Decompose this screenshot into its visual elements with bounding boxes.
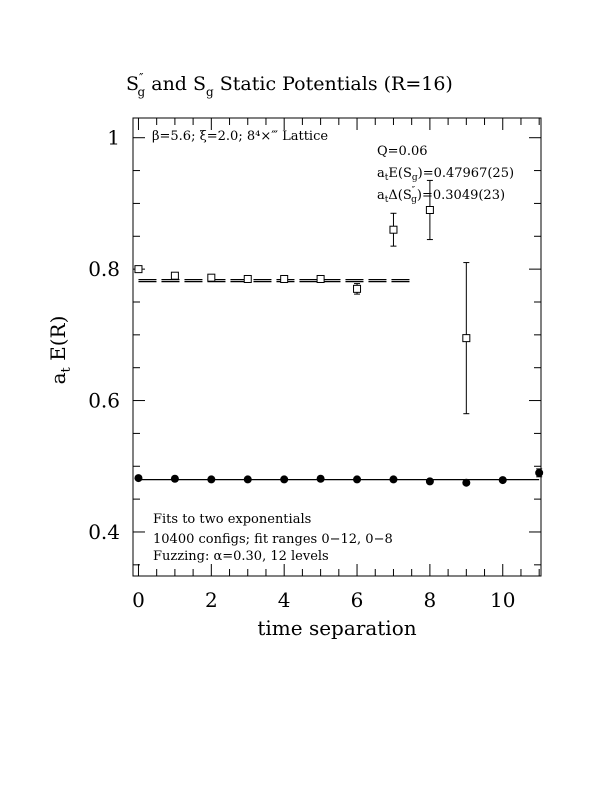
plot-frame bbox=[132, 117, 542, 577]
tick-labels: 0 2 4 6 8 10 0.4 0.6 0.8 1 bbox=[88, 126, 515, 612]
data-point-square bbox=[353, 284, 362, 293]
info-d-t: t bbox=[385, 195, 389, 205]
fit-lines bbox=[138, 279, 540, 481]
title-s2-sub: g bbox=[206, 85, 214, 99]
title-s-sup: ″ bbox=[139, 71, 144, 85]
data-point-circle bbox=[207, 475, 216, 484]
data-point-circle bbox=[535, 468, 544, 477]
x-axis-label: time separation bbox=[257, 616, 416, 640]
chart-title: S″ g and Sg Static Potentials (R=16) bbox=[126, 71, 453, 99]
y-tick-label: 0.4 bbox=[88, 520, 120, 544]
y-tick-label: 0.8 bbox=[88, 257, 120, 281]
info-d-val: )=0.3049(23) bbox=[417, 188, 505, 203]
note-fuzzing: Fuzzing: α=0.30, 12 levels bbox=[153, 549, 329, 564]
info-energy: atE(Sg)=0.47967(25) bbox=[377, 166, 514, 183]
y-tick-label: 1 bbox=[107, 126, 120, 150]
x-tick-label: 0 bbox=[132, 588, 145, 612]
info-q: Q=0.06 bbox=[377, 144, 428, 159]
data-point-square bbox=[170, 271, 179, 280]
x-tick-label: 2 bbox=[205, 588, 218, 612]
data-point-square bbox=[462, 334, 471, 343]
ylabel-a: a bbox=[46, 372, 70, 384]
data-point-circle bbox=[170, 474, 179, 483]
y-tick-label: 0.6 bbox=[88, 389, 120, 413]
data-series bbox=[134, 179, 544, 487]
title-rest: Static Potentials (R=16) bbox=[214, 73, 453, 95]
y-axis-label: at E(R) bbox=[46, 316, 74, 385]
title-s2: S bbox=[193, 73, 206, 95]
note-configs: 10400 configs; fit ranges 0−12, 0−8 bbox=[153, 532, 393, 547]
data-point-square bbox=[280, 274, 289, 283]
title-s-sub: g bbox=[138, 85, 146, 99]
info-d-sup: ″ bbox=[412, 186, 416, 196]
data-point-circle bbox=[134, 474, 143, 483]
axis-ticks bbox=[133, 118, 541, 576]
note-fits: Fits to two exponentials bbox=[153, 512, 311, 527]
title-and: and bbox=[145, 73, 193, 95]
info-d-g: g bbox=[411, 195, 417, 205]
data-point-circle bbox=[425, 477, 434, 486]
data-point-circle bbox=[389, 475, 398, 484]
info-delta: atΔ(S″ g)=0.3049(23) bbox=[377, 186, 505, 205]
info-e-t: t bbox=[385, 173, 389, 183]
info-e-a: a bbox=[377, 166, 385, 181]
data-point-circle bbox=[316, 474, 325, 483]
data-point-circle bbox=[353, 475, 362, 484]
info-d-a: a bbox=[377, 188, 385, 203]
ylabel-sub: t bbox=[59, 366, 74, 372]
data-point-square bbox=[207, 273, 216, 282]
data-point-square bbox=[316, 274, 325, 283]
data-point-circle bbox=[498, 476, 507, 485]
data-point-circle bbox=[243, 475, 252, 484]
info-e-val: )=0.47967(25) bbox=[418, 166, 514, 181]
data-point-circle bbox=[462, 478, 471, 487]
data-point-square bbox=[134, 265, 143, 274]
data-point-square bbox=[243, 274, 252, 283]
data-point-circle bbox=[280, 475, 289, 484]
x-tick-label: 10 bbox=[490, 588, 515, 612]
info-lattice: β=5.6; ξ=2.0; 8⁴×‴ Lattice bbox=[152, 129, 328, 144]
data-point-square bbox=[389, 225, 398, 234]
title-s: S bbox=[126, 73, 139, 95]
info-d-mid: Δ(S bbox=[388, 188, 411, 203]
ylabel-rest: E(R) bbox=[46, 316, 70, 368]
x-tick-label: 4 bbox=[278, 588, 291, 612]
data-point-square bbox=[425, 205, 434, 214]
info-e-g: g bbox=[412, 173, 418, 183]
x-tick-label: 6 bbox=[351, 588, 364, 612]
info-e-mid: E(S bbox=[388, 166, 411, 181]
x-tick-label: 8 bbox=[424, 588, 437, 612]
